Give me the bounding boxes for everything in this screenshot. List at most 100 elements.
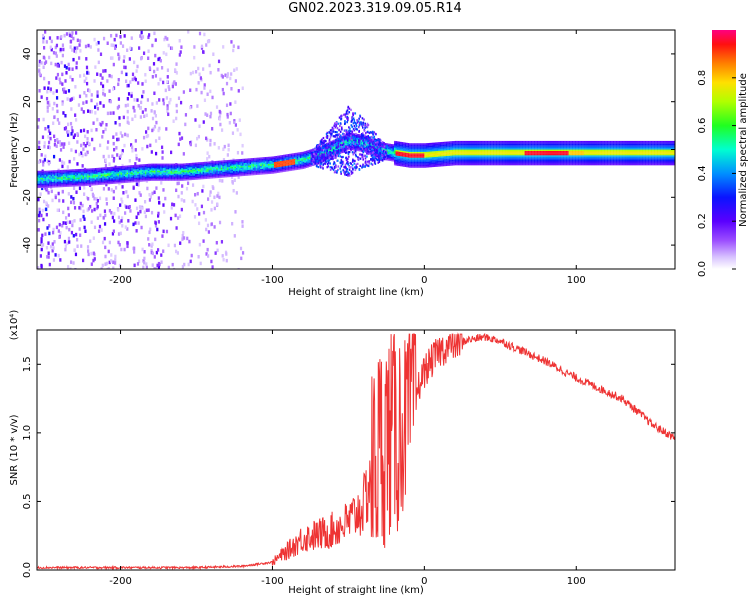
- spectrogram-signal-cell: [476, 143, 478, 146]
- spectrogram-signal-cell: [163, 167, 165, 170]
- spectrogram-signal-cell: [419, 163, 422, 165]
- spectrogram-signal-cell: [425, 151, 428, 154]
- spectrogram-signal-cell: [199, 170, 202, 173]
- spectrogram-signal-cell: [76, 176, 79, 178]
- spectrogram-signal-cell: [131, 176, 133, 179]
- spectrogram-signal-cell: [117, 170, 120, 173]
- spectrogram-signal-cell: [97, 173, 100, 176]
- spectrogram-signal-cell: [448, 147, 451, 149]
- spectrogram-signal-cell: [474, 163, 477, 166]
- spectrogram-noise-cell: [115, 33, 118, 38]
- spectrogram-signal-cell: [160, 169, 162, 171]
- spectrogram-noise-cell: [154, 267, 157, 269]
- spectrogram-signal-cell: [308, 155, 311, 157]
- spectrogram-signal-cell: [407, 143, 410, 145]
- spectrogram-noise-cell: [241, 224, 244, 228]
- spectrogram-signal-cell: [150, 173, 153, 176]
- spectrogram-noise-cell: [218, 114, 222, 119]
- spectrogram-noise-cell: [157, 82, 160, 86]
- spectrogram-noise-cell: [154, 237, 157, 242]
- spectrogram-signal-cell: [109, 173, 112, 176]
- spectrogram-signal-cell: [106, 169, 109, 172]
- spectrogram-noise-cell: [53, 240, 56, 244]
- spectrogram-signal-cell: [302, 158, 305, 161]
- spectrogram-noise-cell: [213, 142, 216, 146]
- spectrogram-signal-cell: [40, 179, 42, 181]
- spectrogram-signal-cell: [438, 145, 440, 147]
- spectrogram-signal-cell: [76, 177, 79, 180]
- spectrogram-noise-cell: [53, 142, 57, 147]
- spectrogram-signal-cell: [445, 153, 448, 155]
- spectrogram-signal-cell: [416, 159, 419, 161]
- spectrogram-signal-cell: [471, 155, 474, 157]
- spectrogram-signal-cell: [431, 144, 434, 146]
- spectrogram-signal-cell: [181, 175, 183, 177]
- spectrogram-signal-cell: [223, 165, 226, 168]
- spectrogram-noise-cell: [50, 47, 53, 52]
- spectrogram-signal-cell: [409, 159, 411, 161]
- spectrogram-noise-cell: [188, 239, 191, 244]
- spectrogram-signal-cell: [71, 169, 74, 171]
- spectrogram-signal-cell: [273, 161, 276, 164]
- spectrogram-noise-cell: [133, 60, 136, 65]
- spectrogram-noise-cell: [58, 121, 61, 125]
- spectrogram-noise-cell: [61, 223, 64, 228]
- spectrogram-signal-cell: [434, 142, 437, 144]
- spectrogram-signal-cell: [82, 175, 85, 178]
- spectrogram-signal-cell: [196, 172, 199, 174]
- spectrogram-signal-cell: [255, 157, 258, 160]
- spectrogram-signal-cell: [49, 177, 51, 180]
- spectrogram-signal-cell: [175, 175, 177, 177]
- spectrogram-signal-cell: [465, 152, 467, 154]
- spectrogram-noise-cell: [216, 202, 219, 206]
- spectrogram-signal-cell: [447, 147, 449, 149]
- spectrogram-signal-cell: [40, 180, 42, 183]
- spectrogram-signal-cell: [422, 161, 425, 164]
- spectrogram-signal-cell: [81, 183, 83, 185]
- spectrogram-signal-cell: [103, 167, 106, 169]
- spectrogram-signal-cell: [204, 176, 206, 178]
- spectrogram-signal-cell: [457, 142, 460, 144]
- spectrogram-signal-cell: [422, 164, 425, 167]
- spectrogram-signal-cell: [106, 171, 109, 173]
- spectrogram-noise-cell: [175, 71, 178, 75]
- spectrogram-signal-cell: [393, 155, 396, 157]
- spectrogram-signal-cell: [362, 141, 364, 144]
- spectrogram-signal-cell: [471, 150, 474, 153]
- spectrogram-signal-cell: [158, 175, 161, 177]
- spectrogram-signal-cell: [211, 161, 214, 163]
- spectrogram-signal-cell: [207, 173, 209, 175]
- spectrogram-signal-cell: [266, 171, 268, 173]
- spectrogram-noise-cell: [117, 240, 120, 245]
- spectrogram-signal-cell: [251, 166, 253, 169]
- spectrogram-signal-cell: [393, 162, 396, 164]
- spectrogram-signal-cell: [234, 173, 237, 176]
- spectrogram-noise-cell: [118, 243, 121, 247]
- spectrogram-signal-cell: [272, 170, 275, 173]
- spectrogram-signal-cell: [228, 174, 230, 176]
- spectrogram-signal-cell: [58, 170, 60, 172]
- spectrogram-signal-cell: [102, 171, 104, 174]
- spectrogram-noise-cell: [54, 62, 57, 67]
- spectrogram-signal-cell: [147, 169, 150, 172]
- spectrogram-signal-cell: [135, 174, 138, 177]
- spectrogram-signal-cell: [68, 179, 71, 182]
- spectrogram-signal-cell: [468, 146, 471, 149]
- spectrogram-noise-cell: [144, 214, 148, 219]
- spectrogram-noise-cell: [136, 262, 140, 266]
- spectrogram-signal-cell: [123, 180, 126, 182]
- spectrogram-signal-cell: [96, 183, 98, 186]
- spectrogram-signal-cell: [102, 181, 104, 184]
- spectrogram-signal-cell: [447, 145, 449, 148]
- spectrogram-noise-cell: [161, 234, 164, 238]
- spectrogram-noise-cell: [231, 221, 234, 226]
- spectrogram-signal-cell: [349, 144, 352, 146]
- spectrogram-signal-cell: [119, 171, 121, 174]
- spectrogram-noise-cell: [38, 218, 41, 223]
- spectrogram-signal-cell: [463, 159, 466, 162]
- spectrogram-signal-cell: [413, 147, 416, 150]
- spectrogram-signal-cell: [322, 151, 325, 154]
- spectrogram-noise-cell: [110, 210, 113, 215]
- spectrogram-signal-cell: [289, 159, 291, 162]
- spectrogram-signal-cell: [112, 179, 115, 181]
